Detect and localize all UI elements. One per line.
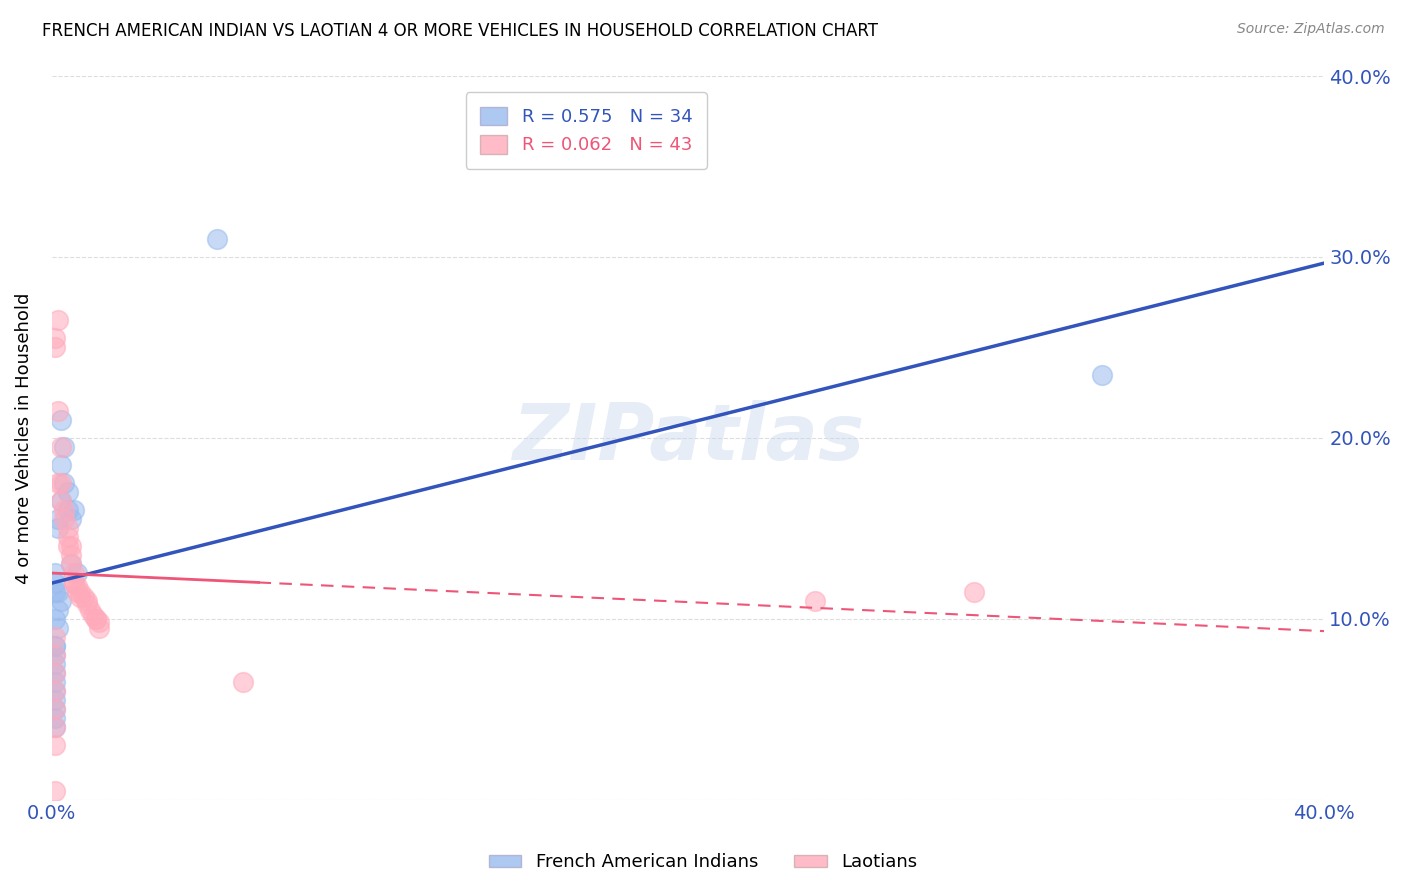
Point — [44, 340, 66, 354]
Text: FRENCH AMERICAN INDIAN VS LAOTIAN 4 OR MORE VEHICLES IN HOUSEHOLD CORRELATION CH: FRENCH AMERICAN INDIAN VS LAOTIAN 4 OR M… — [42, 22, 879, 40]
Point — [82, 608, 104, 623]
Point — [44, 702, 66, 716]
Point — [46, 521, 69, 535]
Point — [963, 584, 986, 599]
Point — [84, 612, 107, 626]
Point — [44, 693, 66, 707]
Point — [63, 503, 86, 517]
Point — [44, 575, 66, 590]
Point — [46, 313, 69, 327]
Point — [51, 494, 73, 508]
Point — [56, 530, 79, 544]
Point — [89, 615, 111, 630]
Point — [44, 566, 66, 581]
Point — [46, 403, 69, 417]
Point — [44, 648, 66, 662]
Point — [205, 232, 228, 246]
Point — [44, 675, 66, 690]
Point — [44, 711, 66, 725]
Point — [79, 602, 101, 616]
Point — [1091, 368, 1114, 382]
Point — [51, 413, 73, 427]
Point — [51, 440, 73, 454]
Point — [44, 639, 66, 653]
Point — [66, 566, 89, 581]
Point — [44, 720, 66, 734]
Point — [84, 612, 107, 626]
Point — [44, 331, 66, 345]
Point — [804, 593, 827, 607]
Point — [46, 602, 69, 616]
Point — [53, 512, 76, 526]
Point — [44, 648, 66, 662]
Point — [51, 458, 73, 472]
Point — [46, 584, 69, 599]
Point — [56, 503, 79, 517]
Point — [53, 476, 76, 491]
Point — [63, 575, 86, 590]
Point — [59, 540, 82, 554]
Point — [51, 494, 73, 508]
Point — [44, 657, 66, 671]
Point — [59, 558, 82, 572]
Point — [44, 630, 66, 644]
Point — [53, 503, 76, 517]
Point — [44, 665, 66, 680]
Point — [44, 584, 66, 599]
Point — [59, 549, 82, 563]
Point — [56, 521, 79, 535]
Text: Source: ZipAtlas.com: Source: ZipAtlas.com — [1237, 22, 1385, 37]
Point — [69, 590, 91, 604]
Point — [46, 621, 69, 635]
Point — [66, 584, 89, 599]
Point — [46, 476, 69, 491]
Point — [59, 512, 82, 526]
Point — [44, 702, 66, 716]
Point — [51, 593, 73, 607]
Point — [76, 597, 98, 611]
Point — [63, 575, 86, 590]
Point — [72, 590, 94, 604]
Point — [63, 566, 86, 581]
Point — [66, 579, 89, 593]
Legend: French American Indians, Laotians: French American Indians, Laotians — [481, 847, 925, 879]
Point — [46, 512, 69, 526]
Legend: R = 0.575   N = 34, R = 0.062   N = 43: R = 0.575 N = 34, R = 0.062 N = 43 — [465, 92, 707, 169]
Point — [44, 684, 66, 698]
Point — [232, 675, 254, 690]
Point — [51, 476, 73, 491]
Point — [44, 783, 66, 797]
Y-axis label: 4 or more Vehicles in Household: 4 or more Vehicles in Household — [15, 293, 32, 583]
Point — [76, 593, 98, 607]
Text: ZIPatlas: ZIPatlas — [512, 400, 865, 475]
Point — [44, 739, 66, 753]
Point — [59, 558, 82, 572]
Point — [89, 621, 111, 635]
Point — [44, 639, 66, 653]
Point — [44, 684, 66, 698]
Point — [69, 584, 91, 599]
Point — [56, 540, 79, 554]
Point — [53, 440, 76, 454]
Point — [44, 665, 66, 680]
Point — [44, 612, 66, 626]
Point — [44, 720, 66, 734]
Point — [56, 485, 79, 500]
